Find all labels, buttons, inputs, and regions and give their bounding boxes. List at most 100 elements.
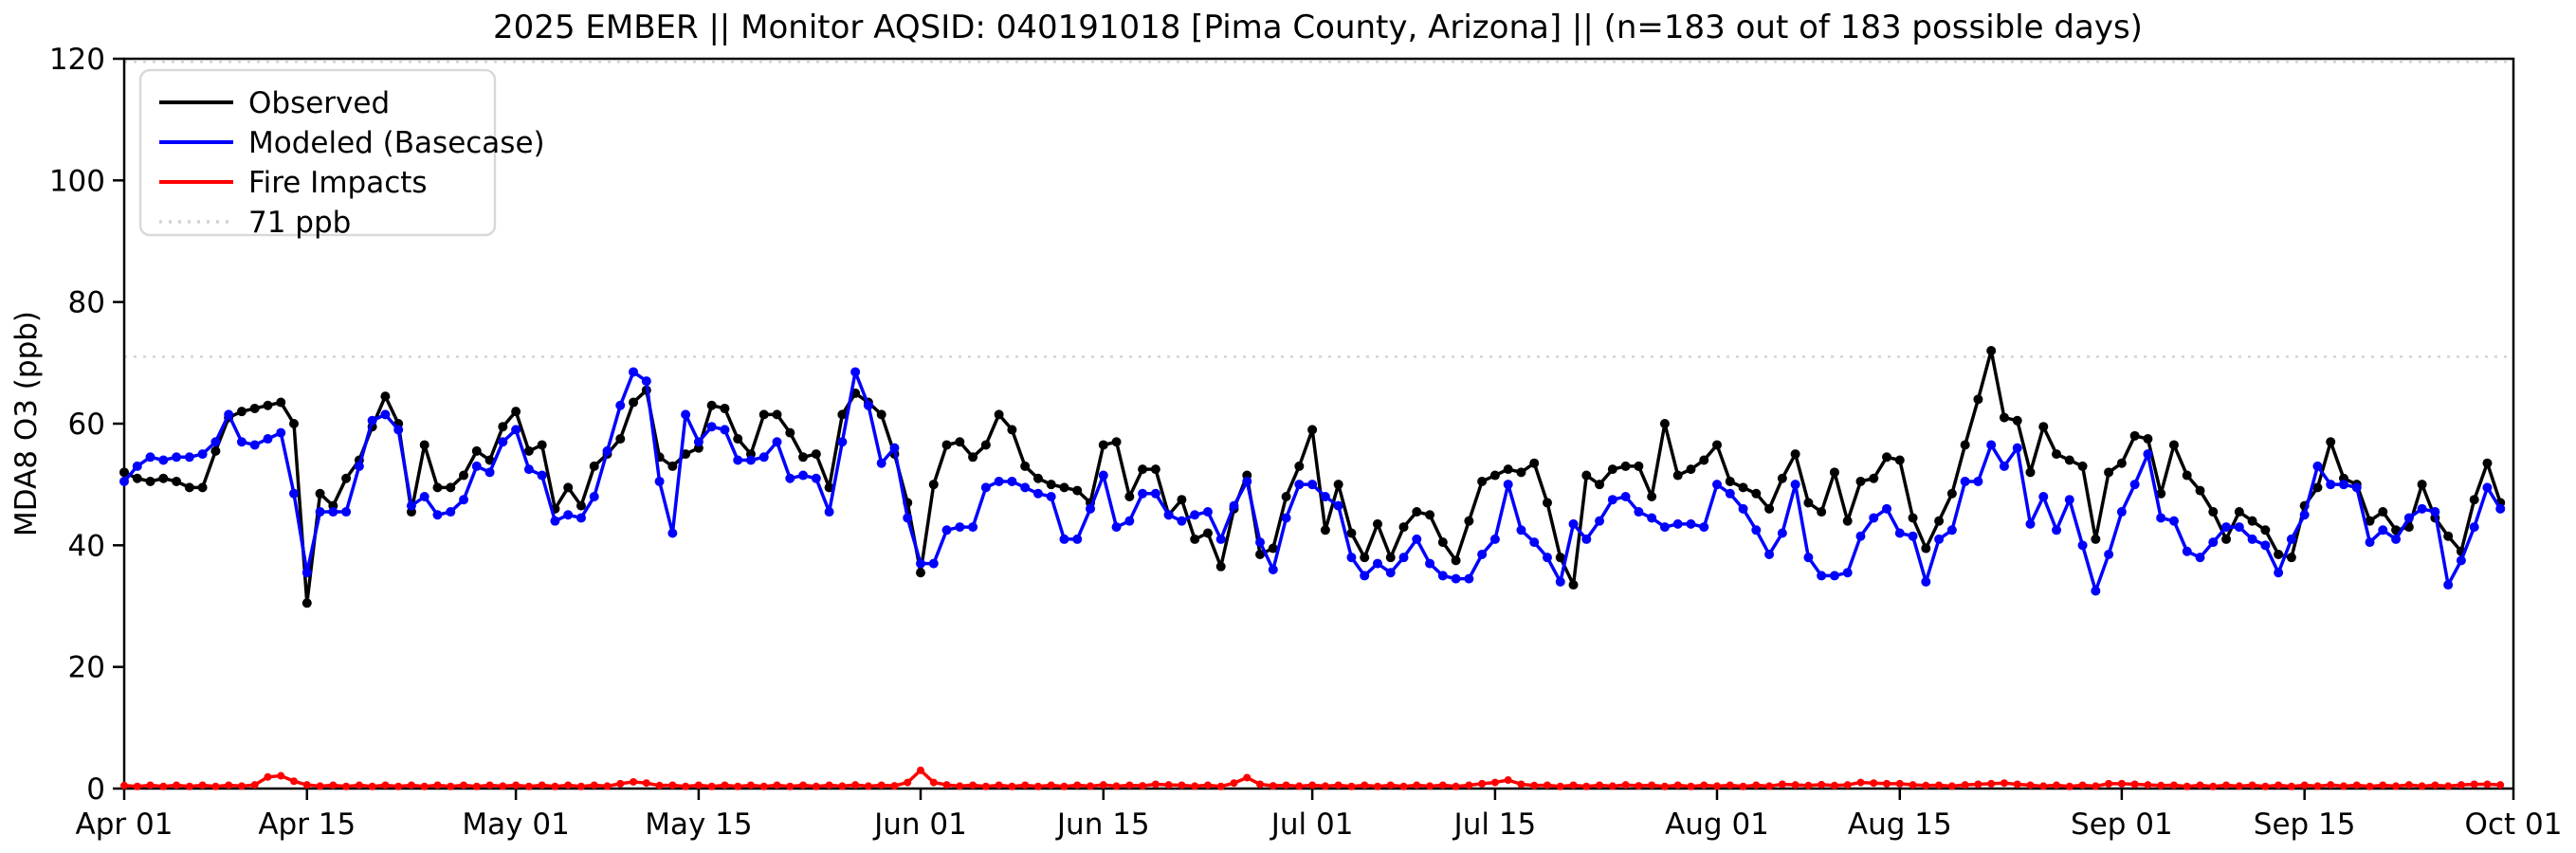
- modeled-basecase--marker: [1046, 492, 1056, 501]
- fire-impacts-marker: [237, 782, 246, 790]
- observed-marker: [511, 407, 521, 417]
- observed-marker: [484, 455, 495, 465]
- fire-impacts-marker: [381, 781, 390, 789]
- modeled-basecase--marker: [1973, 476, 1983, 486]
- observed-marker: [2274, 549, 2284, 559]
- modeled-basecase--marker: [1489, 534, 1500, 544]
- fire-impacts-marker: [499, 782, 507, 790]
- modeled-basecase--marker: [2247, 534, 2257, 544]
- observed-marker: [1921, 543, 1931, 554]
- modeled-basecase--marker: [733, 455, 743, 465]
- fire-impacts-marker: [786, 782, 795, 790]
- observed-marker: [2378, 507, 2388, 517]
- fire-impacts-marker: [2300, 781, 2309, 789]
- fire-impacts-marker: [159, 782, 168, 790]
- observed-marker: [2077, 461, 2088, 471]
- fire-impacts-marker: [1191, 782, 1199, 790]
- fire-impacts-marker: [2053, 781, 2061, 789]
- fire-impacts-marker: [447, 782, 455, 790]
- modeled-basecase--marker: [994, 476, 1004, 486]
- observed-marker: [1751, 488, 1762, 499]
- modeled-basecase--marker: [1855, 531, 1866, 541]
- fire-impacts-marker: [211, 782, 220, 790]
- x-tick-label: Sep 15: [2254, 808, 2356, 842]
- fire-impacts-marker: [2483, 780, 2492, 789]
- fire-impacts-marker: [2092, 782, 2100, 790]
- fire-impacts-marker: [838, 782, 847, 790]
- modeled-basecase--marker: [1177, 516, 1187, 526]
- fire-impacts-marker: [264, 772, 272, 781]
- fire-impacts-marker: [1347, 782, 1356, 790]
- fire-impacts-marker: [2327, 781, 2335, 789]
- observed-marker: [2182, 470, 2192, 481]
- y-tick-label: 120: [49, 43, 105, 77]
- modeled-basecase--marker: [471, 461, 482, 471]
- modeled-basecase--marker: [380, 409, 391, 420]
- observed-marker: [210, 445, 221, 456]
- modeled-basecase--marker: [1659, 522, 1670, 533]
- modeled-basecase--marker: [132, 461, 142, 471]
- modeled-basecase--marker: [172, 452, 182, 463]
- modeled-basecase--marker: [1581, 534, 1592, 544]
- fire-impacts-marker: [995, 781, 1003, 789]
- modeled-basecase--marker: [2168, 516, 2179, 526]
- observed-marker: [2234, 507, 2244, 517]
- x-tick-label: Apr 15: [258, 808, 356, 842]
- modeled-basecase--marker: [1803, 553, 1814, 563]
- observed-marker: [2443, 531, 2454, 541]
- observed-marker: [772, 409, 782, 420]
- observed-marker: [1790, 449, 1800, 460]
- fire-impacts-marker: [2444, 782, 2453, 790]
- modeled-basecase--marker: [1032, 488, 1043, 499]
- observed-marker: [1124, 492, 1135, 501]
- observed-marker: [1268, 543, 1278, 554]
- fire-impacts-marker: [1961, 781, 1969, 789]
- fire-impacts-marker: [2248, 781, 2256, 789]
- observed-marker: [1425, 510, 1435, 520]
- fire-impacts-marker: [2144, 781, 2152, 789]
- observed-marker: [1372, 518, 1382, 529]
- modeled-basecase--marker: [2403, 513, 2414, 523]
- modeled-basecase--marker: [2326, 480, 2336, 490]
- modeled-basecase--marker: [1098, 470, 1108, 481]
- observed-marker: [1686, 464, 1696, 475]
- fire-impacts-marker: [1935, 781, 1944, 789]
- observed-marker: [1150, 464, 1160, 475]
- observed-marker: [145, 476, 155, 486]
- observed-marker: [916, 568, 925, 578]
- observed-marker: [197, 482, 208, 493]
- y-tick-label: 20: [68, 651, 105, 685]
- observed-marker: [733, 434, 743, 445]
- fire-impacts-marker: [1765, 782, 1774, 790]
- observed-marker: [249, 403, 260, 413]
- fire-impacts-marker: [576, 782, 585, 790]
- y-tick-label: 60: [68, 408, 105, 442]
- fire-impacts-marker: [394, 782, 403, 790]
- fire-impacts-marker: [316, 782, 324, 790]
- fire-impacts-marker: [1530, 781, 1539, 789]
- fire-impacts-marker: [1804, 781, 1813, 789]
- observed-marker: [419, 440, 429, 450]
- modeled-basecase--marker: [889, 443, 900, 453]
- modeled-basecase--marker: [2274, 568, 2284, 578]
- fire-impacts-marker: [1269, 782, 1277, 790]
- fire-impacts-marker: [929, 778, 938, 787]
- observed-marker: [1647, 492, 1657, 501]
- modeled-basecase--marker: [2129, 480, 2140, 490]
- observed-marker: [785, 427, 795, 438]
- fire-impacts-marker: [146, 781, 155, 789]
- observed-marker: [2052, 449, 2062, 460]
- observed-marker: [811, 449, 821, 460]
- fire-impacts-marker: [2235, 782, 2243, 790]
- fire-impacts-marker: [759, 782, 768, 790]
- observed-marker: [706, 400, 717, 410]
- fire-impacts-marker: [2496, 781, 2505, 789]
- fire-impacts-marker: [942, 781, 951, 789]
- observed-marker: [837, 409, 848, 420]
- legend-label: 71 ppb: [248, 206, 351, 240]
- fire-impacts-marker: [1922, 781, 1930, 789]
- modeled-basecase--marker: [459, 495, 469, 505]
- fire-impacts-marker: [1856, 778, 1865, 787]
- observed-marker: [301, 598, 312, 608]
